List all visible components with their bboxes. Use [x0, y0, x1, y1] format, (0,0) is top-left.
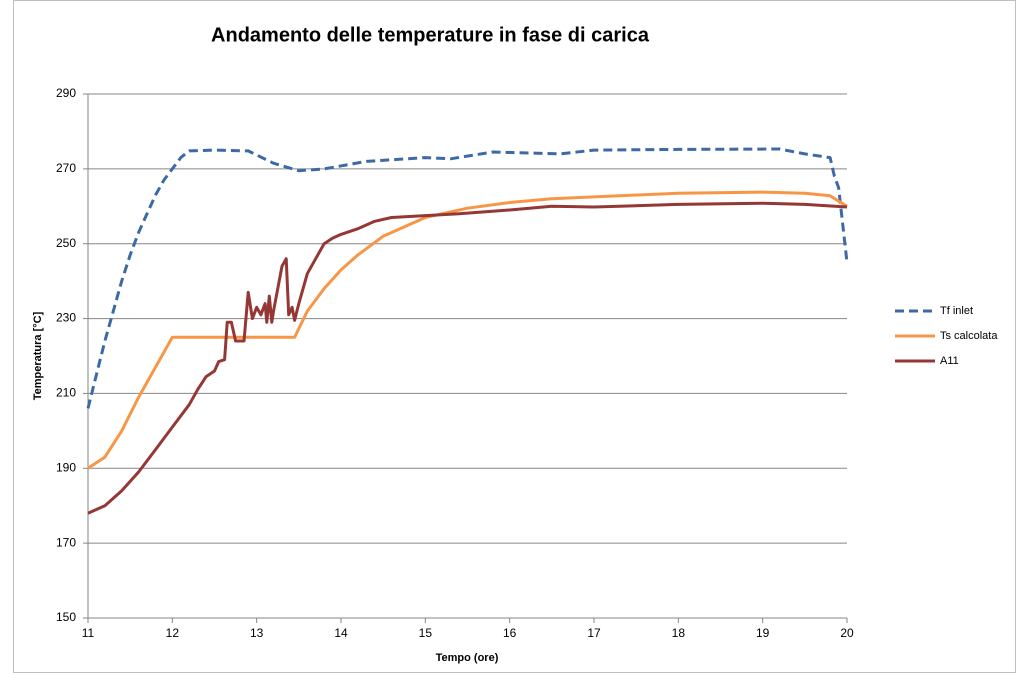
y-axis-title: Temperatura [°C]: [32, 311, 44, 400]
x-tick-label: 16: [503, 626, 517, 640]
x-tick-label: 12: [166, 626, 180, 640]
y-tick-label: 210: [56, 386, 76, 400]
y-tick-label: 270: [56, 161, 76, 175]
chart-title: Andamento delle temperature in fase di c…: [211, 24, 650, 46]
chart-frame: [13, 0, 1016, 673]
legend-label: Ts calcolata: [940, 330, 998, 342]
y-tick-label: 250: [56, 236, 76, 250]
x-tick-label: 19: [756, 626, 770, 640]
x-tick-label: 11: [82, 626, 95, 640]
series-line: [87, 190, 848, 470]
legend-label: Tf inlet: [940, 305, 973, 317]
x-tick-label: 20: [840, 626, 854, 640]
y-tick-label: 230: [56, 311, 76, 325]
x-tick-label: 14: [334, 626, 348, 640]
y-tick-label: 290: [56, 86, 76, 100]
y-tick-label: 150: [56, 610, 76, 624]
y-tick-label: 190: [56, 460, 76, 474]
x-tick-label: 18: [672, 626, 686, 640]
series-line: [87, 201, 848, 515]
x-tick-label: 17: [587, 626, 601, 640]
y-tick-label: 170: [56, 535, 76, 549]
series-line: [86, 147, 849, 409]
x-tick-label: 15: [419, 626, 433, 640]
x-axis-title: Tempo (ore): [436, 652, 499, 664]
legend-label: A11: [940, 355, 959, 367]
x-tick-label: 13: [250, 626, 264, 640]
